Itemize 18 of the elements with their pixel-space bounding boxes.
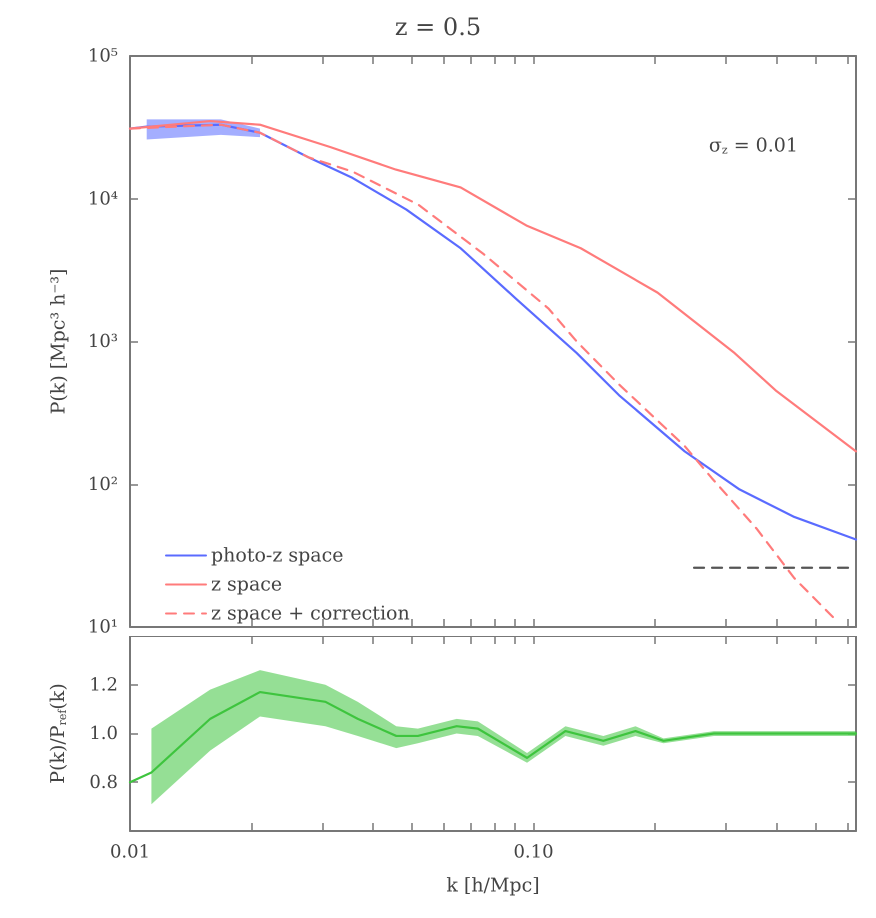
y-tick-label: 10⁵ — [88, 46, 118, 66]
y-tick-label: 10¹ — [88, 616, 118, 638]
annotation: σz = 0.01 — [708, 134, 798, 156]
x-tick-label: 0.01 — [110, 842, 150, 862]
y-tick-label: 10² — [88, 474, 118, 495]
y-tick-label: 10⁴ — [88, 188, 118, 210]
chart-title: z = 0.5 — [394, 13, 482, 41]
legend-label: z space + correction — [211, 602, 410, 624]
x-axis-title: k [h/Mpc] — [446, 874, 540, 896]
y-tick-label: 1.2 — [89, 674, 118, 696]
x-tick-label: 0.10 — [513, 842, 554, 862]
y-tick-label: 1.0 — [89, 723, 118, 744]
y-tick-label: 0.8 — [89, 772, 118, 793]
legend-label: z space — [211, 574, 282, 596]
y-axis-title: P(k)/Pref(k) — [47, 683, 69, 784]
y-tick-label: 10³ — [88, 331, 118, 352]
legend-label: photo-z space — [211, 544, 344, 566]
y-axis-title: P(k) [Mpc³ h⁻³] — [48, 268, 70, 414]
